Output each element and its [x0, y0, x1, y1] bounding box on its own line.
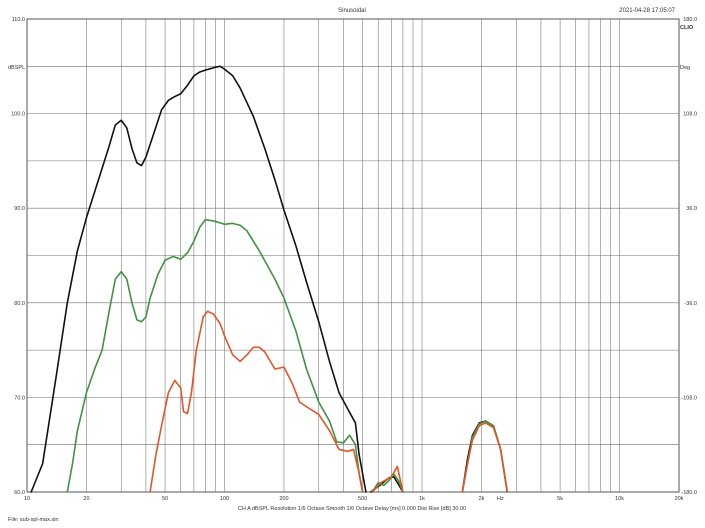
y-tick-label: 80.0 — [14, 301, 25, 307]
y-axis-label: dBSPL — [8, 65, 25, 71]
x-tick-label: 20 — [83, 496, 89, 502]
chart-title: Sinusoidal — [338, 8, 366, 14]
status-line: CH A dBSPL Resolution 1/6 Octave Smooth … — [238, 506, 466, 512]
y2-tick-label: -108.0 — [681, 395, 697, 401]
x-tick-label: 500 — [358, 496, 367, 502]
y-tick-label: 60.0 — [14, 490, 25, 496]
x-tick-label: 200 — [279, 496, 288, 502]
series-layer — [30, 65, 509, 493]
series-line — [371, 473, 404, 493]
file-name: File: sub-spl-max.sin — [8, 517, 58, 523]
x-tick-label: 20k — [675, 496, 684, 502]
y2-tick-label: -36.0 — [684, 301, 697, 307]
x-tick-label: 10k — [615, 496, 624, 502]
y2-tick-label: -180.0 — [681, 490, 697, 496]
series-line — [149, 310, 364, 493]
y-tick-label: 110.0 — [12, 17, 25, 23]
y2-tick-label: 108.0 — [683, 112, 697, 118]
clio-logo: CLIO — [680, 25, 694, 31]
y-tick-label: 100.0 — [11, 112, 25, 118]
series-line — [461, 422, 509, 493]
x-tick-label: 10 — [24, 496, 30, 502]
y2-axis-label: Deg — [680, 65, 690, 71]
y2-tick-label: 180.0 — [683, 17, 697, 23]
x-tick-label: 2k — [479, 496, 485, 502]
x-tick-label: 5k — [557, 496, 563, 502]
y2-tick-label: 36.0 — [686, 206, 697, 212]
x-tick-label: 50 — [162, 496, 168, 502]
grid — [27, 19, 679, 492]
timestamp: 2021-04-28 17:05:07 — [619, 8, 675, 14]
series-line — [30, 65, 367, 493]
y-tick-label: 70.0 — [14, 395, 25, 401]
tick-labels: 10 20 50 100 200 500 1k 2k 5k 10k 20k 60.0 70.0 80.0 9… — [11, 17, 697, 502]
series-line — [66, 218, 364, 493]
series-line — [371, 465, 404, 493]
y-tick-label: 90.0 — [14, 206, 25, 212]
x-axis-unit: Hz — [497, 496, 504, 502]
x-tick-label: 100 — [220, 496, 229, 502]
x-tick-label: 1k — [419, 496, 425, 502]
